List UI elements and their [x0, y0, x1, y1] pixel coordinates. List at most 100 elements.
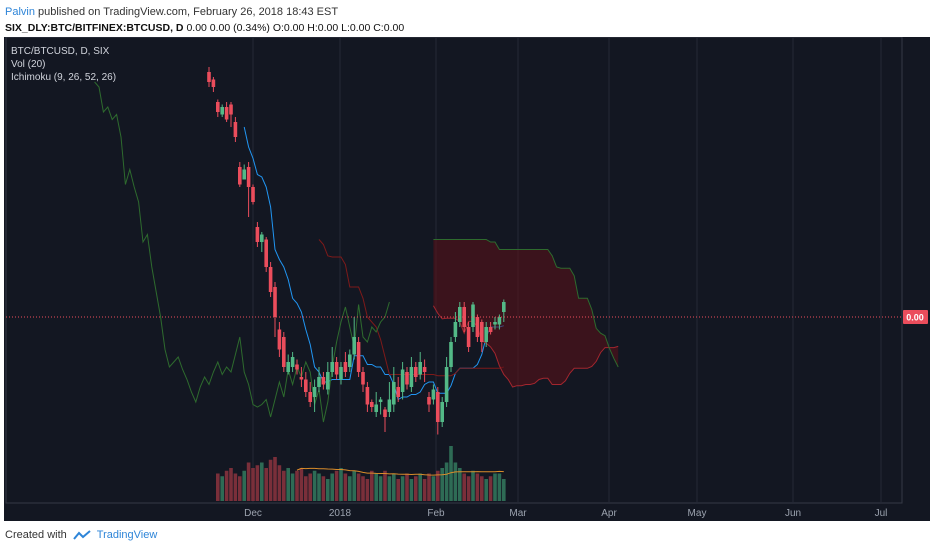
price-chart[interactable]: Dec 2018 Feb Mar Apr May Jun Jul 0.00	[4, 37, 930, 521]
candle-body	[440, 402, 444, 422]
candle-body	[224, 107, 229, 120]
candle-body	[436, 392, 440, 422]
candle-body	[466, 327, 471, 347]
volume-bar	[400, 476, 405, 501]
volume-bar	[282, 470, 286, 501]
legend-volume: Vol (20)	[11, 59, 46, 70]
volume-bar	[308, 473, 312, 501]
volume-bar	[246, 462, 251, 501]
candle-body	[334, 362, 339, 375]
volume-bar	[480, 476, 484, 501]
legend-ichimoku: Ichimoku (9, 26, 52, 26)	[11, 72, 117, 83]
volume-bar	[326, 479, 330, 501]
volume-bar	[260, 462, 264, 501]
volume-bar	[295, 470, 299, 501]
candle-body	[317, 377, 321, 387]
volume-bar	[409, 479, 414, 501]
volume-bar	[502, 479, 506, 501]
x-tick-label: Dec	[244, 508, 262, 519]
candle-body	[299, 377, 304, 380]
price-label: 0.00	[906, 313, 924, 323]
candle-body	[268, 267, 273, 292]
candle-body	[462, 307, 466, 327]
published-text: published on TradingView.com, February 2…	[38, 6, 339, 18]
volume-bar	[484, 479, 488, 501]
volume-bar	[361, 476, 365, 501]
symbol-name: SIX_DLY:BTC/BITFINEX:BTCUSD, D	[5, 22, 184, 34]
candle-body	[356, 342, 361, 372]
volume-bar	[462, 473, 466, 501]
candle-body	[330, 362, 334, 372]
volume-bar	[440, 468, 444, 501]
volume-bar	[264, 468, 268, 501]
candle-body	[405, 372, 409, 385]
candle-body	[400, 369, 405, 392]
chart-area[interactable]: Dec 2018 Feb Mar Apr May Jun Jul 0.00 BTC/BTCUSD…	[4, 37, 930, 521]
candle-body	[295, 364, 299, 370]
volume-bar	[374, 473, 378, 501]
chart-legend: BTC/BTCUSD, D, SIX Vol (20) Ichimoku (9,…	[11, 45, 116, 84]
candle-body	[211, 79, 216, 87]
candle-body	[383, 409, 387, 417]
tradingview-link[interactable]: TradingView	[96, 529, 158, 541]
candle-body	[312, 387, 317, 397]
candle-body	[422, 367, 427, 372]
candle-body	[431, 389, 436, 400]
candle-body	[246, 167, 251, 187]
candle-body	[427, 397, 431, 405]
candle-body	[339, 367, 343, 380]
author-link[interactable]: Palvin	[5, 6, 35, 18]
senkou-span-a	[432, 305, 619, 388]
candle-body	[220, 107, 224, 115]
volume-bar	[471, 470, 475, 501]
volume-bar	[387, 476, 392, 501]
volume-bar	[290, 473, 295, 501]
volume-bar	[378, 476, 383, 501]
volume-bar	[273, 457, 277, 501]
volume-bar	[233, 473, 238, 501]
x-tick-label: Jun	[785, 508, 801, 519]
ohlc-values: 0.00 0.00 (0.34%) O:0.00 H:0.00 L:0.00 C…	[186, 22, 405, 34]
volume-bar	[216, 473, 220, 501]
candle-body	[409, 367, 414, 387]
volume-bar	[304, 476, 308, 501]
volume-bar	[286, 468, 290, 501]
candle-body	[449, 342, 453, 367]
candle-body	[286, 362, 290, 372]
candle-body	[233, 122, 238, 137]
x-tick-label: Mar	[509, 508, 527, 519]
volume-bar	[299, 468, 304, 501]
volume-bar	[224, 470, 229, 501]
volume-bar	[339, 468, 343, 501]
candle-body	[497, 317, 502, 325]
candle-body	[264, 239, 268, 267]
candle-body	[374, 404, 378, 412]
candle-body	[216, 102, 220, 112]
volume-bar	[466, 476, 471, 501]
footer: Created with TradingView	[5, 529, 157, 541]
candle-body	[308, 392, 312, 402]
volume-bar	[277, 465, 282, 501]
ichimoku-cloud	[433, 239, 619, 387]
volume-bar	[431, 476, 436, 501]
candle-body	[238, 167, 242, 185]
candle-body	[207, 72, 211, 82]
candle-body	[348, 354, 352, 367]
volume-bar	[422, 479, 427, 501]
volume-bar	[383, 470, 387, 501]
volume-bar	[330, 473, 334, 501]
volume-bar	[255, 465, 260, 501]
legend-symbol: BTC/BTCUSD, D, SIX	[11, 46, 110, 57]
volume-bar	[427, 473, 431, 501]
volume-bar	[405, 473, 409, 501]
candle-body	[260, 234, 264, 242]
volume-bar	[229, 468, 233, 501]
volume-bar	[453, 462, 458, 501]
volume-bar	[370, 470, 374, 501]
volume-ma-line	[296, 467, 504, 476]
candle-body	[471, 304, 475, 327]
volume-bar	[348, 476, 352, 501]
volume-bar	[497, 473, 502, 501]
candle-body	[414, 367, 418, 377]
volume-bar	[444, 462, 449, 501]
